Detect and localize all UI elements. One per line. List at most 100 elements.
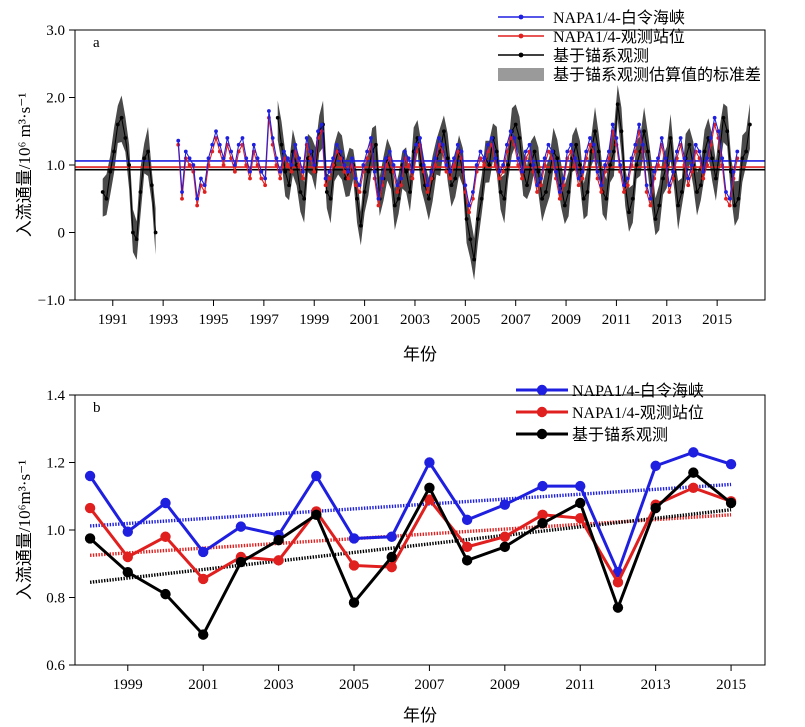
data-point [622, 190, 626, 194]
data-point [650, 502, 661, 514]
data-point [648, 196, 653, 201]
data-point [572, 156, 577, 161]
data-point [482, 156, 487, 161]
data-point [705, 156, 709, 161]
data-point [195, 196, 200, 201]
data-point [659, 136, 664, 140]
data-point [275, 115, 280, 120]
data-point [464, 217, 469, 221]
data-point [84, 502, 96, 514]
y-axis-title: 入流通量/10⁶ m³·s⁻¹ [15, 93, 34, 238]
data-point [365, 149, 370, 154]
legend-swatch-band [498, 68, 544, 81]
data-point [424, 457, 435, 468]
x-ticks: 1999 2001 2003 2005 2007 2009 2011 2013 2015 [113, 665, 746, 693]
data-point [667, 183, 672, 188]
data-point [705, 163, 709, 167]
data-point [547, 169, 552, 174]
data-point [191, 163, 196, 167]
data-point [217, 149, 222, 154]
data-point [160, 588, 171, 600]
data-point [736, 196, 741, 201]
data-point [569, 149, 573, 154]
data-point [251, 142, 256, 147]
x-tick-label: 1991 [98, 312, 128, 328]
data-point [424, 482, 435, 494]
data-point [478, 149, 483, 154]
data-point [612, 149, 616, 154]
data-point [425, 190, 430, 194]
data-point [580, 176, 585, 181]
x-tick-label: 2009 [490, 677, 520, 693]
data-point [202, 183, 207, 188]
data-point [523, 149, 528, 154]
data-point [357, 183, 362, 188]
data-point [591, 142, 596, 147]
data-point [588, 142, 592, 147]
data-point [489, 136, 494, 140]
data-point [656, 156, 660, 161]
data-point [287, 183, 291, 188]
data-point [327, 176, 332, 181]
data-point [531, 163, 536, 167]
x-tick-label: 2001 [350, 312, 380, 328]
data-point [744, 149, 749, 154]
data-point [693, 142, 698, 147]
panel-b: 1999 2001 2003 2005 2007 2009 2011 2013 2015 0.6… [15, 382, 766, 725]
data-point [348, 597, 360, 608]
data-point [724, 196, 728, 201]
y-tick-label: 3.0 [46, 23, 65, 39]
data-point [221, 163, 226, 167]
data-point [442, 129, 446, 134]
data-point [122, 566, 133, 578]
data-point [312, 163, 317, 167]
data-point [678, 136, 683, 140]
data-point [546, 142, 551, 147]
data-point [202, 190, 207, 194]
data-point [187, 156, 192, 161]
data-point [550, 149, 555, 154]
data-point [146, 149, 150, 154]
data-point [467, 203, 472, 208]
data-point [312, 169, 317, 174]
data-point [595, 169, 600, 174]
data-point [499, 499, 511, 510]
data-point [516, 163, 521, 167]
data-point [297, 156, 302, 161]
data-point [334, 142, 339, 147]
data-point [618, 163, 623, 167]
data-point [574, 142, 579, 147]
data-point [248, 169, 252, 174]
data-point [633, 142, 638, 147]
data-point [690, 169, 694, 174]
std-band [102, 95, 156, 260]
data-point [580, 169, 585, 174]
data-point [584, 149, 589, 154]
data-point [289, 169, 294, 174]
series-3 [84, 467, 737, 640]
data-point [725, 497, 737, 509]
data-point [599, 183, 604, 188]
data-point [346, 176, 351, 181]
data-point [668, 136, 673, 140]
data-point [652, 169, 657, 174]
y-tick-label: 0.8 [46, 591, 65, 607]
data-point [532, 149, 537, 154]
data-point [561, 176, 566, 181]
x-tick-label: 2011 [602, 312, 631, 328]
data-point [342, 169, 347, 174]
data-point [575, 497, 586, 509]
data-point [452, 156, 456, 161]
data-point [603, 163, 607, 167]
data-point [153, 230, 158, 235]
legend-label: NAPA1/4-观测站位 [572, 404, 704, 422]
data-point [355, 196, 359, 201]
data-point [644, 190, 649, 194]
data-point [501, 169, 506, 174]
data-point [476, 217, 480, 221]
data-point [387, 149, 392, 154]
series-1 [84, 447, 737, 578]
data-point [610, 122, 615, 127]
data-point [455, 149, 460, 154]
data-point [176, 138, 181, 143]
